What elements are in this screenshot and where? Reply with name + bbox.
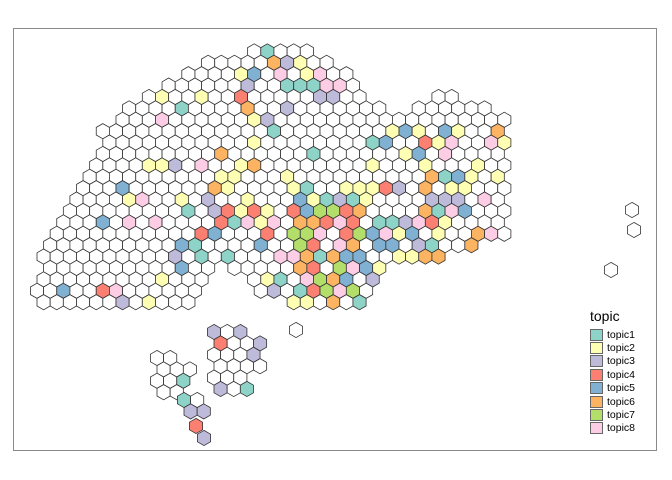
legend-label-topic4: topic4: [607, 368, 636, 381]
legend-label-topic1: topic1: [607, 328, 636, 341]
legend-key-topic3: [590, 355, 603, 368]
legend-row-3: topic3: [590, 355, 635, 368]
legend-key-topic8: [590, 422, 603, 435]
legend-key-topic2: [590, 342, 603, 355]
hex-cell-topic2: [286, 294, 301, 311]
hex-cell-empty: [168, 294, 183, 311]
legend-row-8: topic8: [590, 422, 635, 435]
legend-row-4: topic4: [590, 368, 635, 381]
hex-cell-empty: [497, 225, 512, 242]
legend-key-topic1: [590, 328, 603, 341]
legend: topic topic1 topic2 topic3 topic4 topic5…: [590, 308, 635, 435]
legend-label-topic8: topic8: [607, 422, 636, 435]
hex-cell-empty: [102, 294, 117, 311]
hex-cell-empty: [625, 201, 639, 219]
legend-label-topic3: topic3: [607, 355, 636, 368]
legend-key-topic4: [590, 368, 603, 381]
legend-row-6: topic6: [590, 395, 635, 408]
legend-row-2: topic2: [590, 341, 636, 355]
hex-cell-empty: [226, 380, 241, 398]
hex-cell-empty: [128, 294, 143, 311]
legend-key-topic6: [590, 395, 603, 408]
hex-cell-empty: [155, 294, 170, 311]
hex-cell-topic3: [183, 403, 198, 420]
hex-cell-empty: [76, 294, 91, 311]
hex-cell-topic6: [418, 248, 433, 265]
hex-cell-empty: [627, 221, 641, 239]
hex-cell-topic2: [141, 294, 156, 311]
hex-cell-topic8: [484, 225, 499, 242]
legend-row-7: topic7: [590, 408, 636, 422]
hex-cell-empty: [156, 384, 171, 401]
hex-cell-empty: [227, 259, 242, 277]
legend-key-topic5: [590, 382, 603, 395]
hex-cell-topic2: [392, 248, 406, 265]
hex-cell-topic1: [352, 294, 367, 311]
hex-cell-empty: [339, 294, 354, 311]
hex-cell-topic3: [115, 294, 130, 311]
hex-cell-empty: [62, 294, 77, 311]
hex-cell-topic2: [405, 248, 420, 265]
hex-cell-empty: [313, 294, 327, 311]
map-panel: [13, 28, 657, 451]
legend-row-1: topic1: [590, 328, 635, 341]
hex-cell-topic3: [213, 380, 228, 398]
hex-cell-empty: [181, 294, 196, 311]
hex-cell-topic6: [326, 294, 341, 311]
hex-cell-empty: [49, 294, 64, 311]
legend-key-topic7: [590, 409, 603, 422]
hex-cell-topic6: [464, 237, 479, 254]
hex-cell-empty: [253, 358, 268, 375]
hex-cell-topic2: [299, 294, 314, 311]
hex-cell-topic3: [196, 403, 211, 420]
hex-cell-empty: [253, 282, 268, 299]
legend-label-topic7: topic7: [607, 409, 636, 422]
legend-row-5: topic5: [590, 382, 635, 395]
hex-cell-topic1: [239, 380, 254, 398]
hex-cell-topic4: [189, 417, 203, 435]
legend-label-topic2: topic2: [607, 342, 636, 355]
hex-cell-topic3: [197, 429, 211, 447]
legend-title: topic: [590, 308, 620, 324]
legend-label-topic6: topic6: [607, 395, 636, 408]
hex-cell-topic6: [431, 248, 446, 265]
hex-cell-empty: [289, 321, 303, 339]
hex-cell-empty: [451, 237, 466, 254]
legend-label-topic5: topic5: [607, 382, 636, 395]
hex-cell-empty: [36, 294, 51, 311]
hex-cell-topic3: [266, 282, 281, 299]
hex-cell-empty: [89, 294, 104, 311]
hex-cell-empty: [604, 261, 618, 279]
